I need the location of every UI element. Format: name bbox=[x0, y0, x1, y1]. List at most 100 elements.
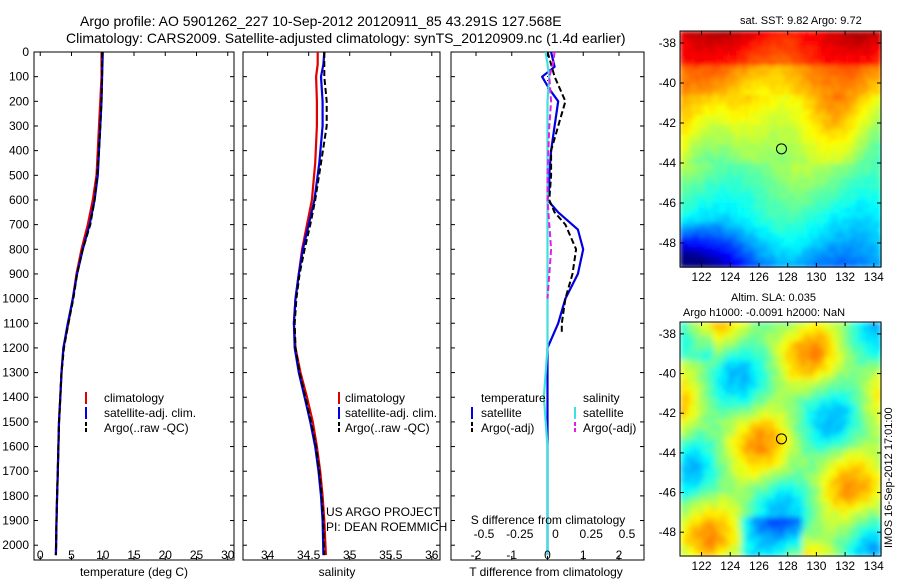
map-cell bbox=[870, 149, 875, 155]
map-cell bbox=[780, 232, 785, 239]
map-cell bbox=[784, 262, 789, 268]
map-cell bbox=[730, 458, 735, 464]
map-cell bbox=[694, 227, 699, 234]
map-cell bbox=[694, 478, 699, 484]
map-cell bbox=[744, 198, 749, 204]
map-cell bbox=[834, 331, 839, 338]
map-cell bbox=[848, 129, 853, 135]
map-cell bbox=[845, 178, 850, 185]
map-cell bbox=[705, 227, 710, 234]
map-cell bbox=[701, 237, 706, 244]
map-cell bbox=[841, 90, 846, 96]
map-cell bbox=[776, 380, 782, 386]
map-cell bbox=[690, 370, 695, 377]
map-cell bbox=[802, 134, 807, 140]
map-cell bbox=[791, 331, 796, 338]
map-cell bbox=[694, 361, 699, 367]
map-cell bbox=[855, 478, 861, 484]
map-cell bbox=[744, 237, 749, 244]
map-cell bbox=[762, 65, 767, 71]
map-cell bbox=[809, 134, 814, 140]
map-cell bbox=[866, 193, 871, 199]
map-cell bbox=[866, 104, 871, 111]
map-cell bbox=[744, 45, 749, 52]
map-cell bbox=[762, 419, 767, 425]
map-cell bbox=[852, 351, 857, 357]
map-cell bbox=[712, 149, 717, 155]
map-cell bbox=[830, 232, 835, 239]
map-cell bbox=[748, 390, 753, 396]
map-cell bbox=[683, 163, 688, 170]
map-cell bbox=[816, 188, 821, 194]
map-cell bbox=[737, 331, 742, 338]
map-cell bbox=[683, 468, 688, 474]
map-cell bbox=[784, 31, 789, 37]
map-cell bbox=[827, 429, 832, 435]
map-cell bbox=[705, 375, 710, 382]
x-tick-label: -1 bbox=[506, 548, 517, 562]
map-cell bbox=[830, 119, 835, 126]
map-cell bbox=[812, 375, 817, 382]
map-cell bbox=[687, 336, 692, 343]
map-cell bbox=[715, 153, 721, 160]
map-cell bbox=[848, 351, 853, 357]
map-cell bbox=[687, 99, 692, 106]
map-cell bbox=[748, 322, 753, 328]
map-cell bbox=[733, 395, 739, 401]
map-cell bbox=[762, 252, 767, 258]
map-cell bbox=[766, 70, 771, 76]
map-cell bbox=[784, 109, 789, 116]
map-cell bbox=[787, 322, 792, 328]
map-cell bbox=[863, 65, 868, 71]
map-cell bbox=[741, 114, 746, 121]
map-cell bbox=[755, 35, 760, 42]
map-cell bbox=[687, 370, 692, 377]
map-cell bbox=[812, 390, 817, 396]
map-cell bbox=[794, 198, 800, 204]
map-cell bbox=[744, 203, 749, 209]
map-cell bbox=[787, 429, 792, 435]
map-cell bbox=[852, 443, 857, 450]
map-cell bbox=[859, 104, 864, 111]
map-cell bbox=[827, 487, 832, 494]
map-cell bbox=[733, 400, 739, 406]
map-cell bbox=[863, 80, 868, 86]
map-cell bbox=[863, 361, 868, 367]
map-cell bbox=[751, 212, 756, 219]
map-cell bbox=[683, 453, 688, 460]
map-cell bbox=[837, 463, 843, 469]
map-cell bbox=[866, 50, 871, 57]
map-cell bbox=[748, 104, 753, 111]
map-cell bbox=[773, 227, 778, 234]
map-cell bbox=[773, 414, 778, 421]
map-cell bbox=[723, 370, 728, 377]
map-cell bbox=[726, 252, 731, 258]
map-cell bbox=[827, 385, 832, 391]
map-cell bbox=[816, 482, 821, 489]
map-cell bbox=[823, 85, 828, 91]
map-cell bbox=[694, 158, 699, 165]
map-cell bbox=[705, 90, 710, 96]
map-cell bbox=[726, 198, 731, 204]
map-cell bbox=[809, 31, 814, 37]
map-cell bbox=[780, 237, 785, 244]
map-cell bbox=[694, 203, 699, 209]
map-cell bbox=[751, 414, 756, 421]
map-cell bbox=[870, 262, 875, 268]
map-cell bbox=[837, 80, 843, 86]
map-cell bbox=[809, 361, 814, 367]
map-cell bbox=[877, 262, 882, 268]
map-cell bbox=[787, 409, 792, 416]
map-cell bbox=[726, 158, 731, 165]
map-cell bbox=[701, 247, 706, 253]
map-cell bbox=[715, 178, 721, 185]
map-cell bbox=[687, 163, 692, 170]
map-cell bbox=[744, 134, 749, 140]
map-cell bbox=[690, 232, 695, 239]
map-cell bbox=[855, 149, 861, 155]
map-cell bbox=[780, 385, 785, 391]
map-cell bbox=[809, 473, 814, 479]
map-cell bbox=[866, 65, 871, 71]
map-cell bbox=[819, 70, 825, 76]
map-cell bbox=[723, 463, 728, 469]
